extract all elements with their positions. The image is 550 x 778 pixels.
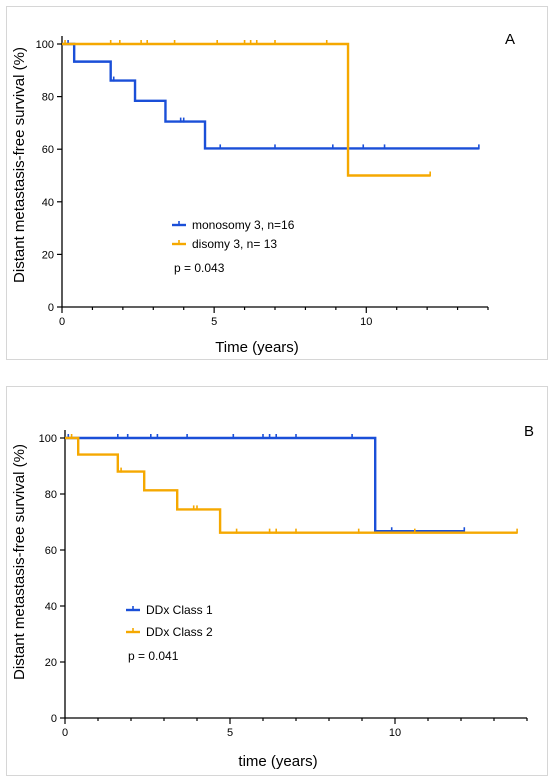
panel-a-x-tick-label: 5 — [211, 316, 217, 328]
panel-b-series-1 — [65, 434, 466, 533]
panel-a-legend-entry-2: disomy 3, n= 13 — [172, 237, 277, 251]
panel-a-series-1-line — [62, 42, 479, 150]
panel-b-legend-label: DDx Class 2 — [146, 625, 213, 639]
panel-b-x-tick-label: 10 — [389, 727, 401, 739]
panel-a-x-tick-label: 0 — [59, 316, 65, 328]
panel-b-frame — [6, 386, 548, 776]
panel-b-y-tick-label: 80 — [45, 489, 57, 501]
panel-a-frame — [6, 6, 548, 360]
panel-b-y-tick-label: 40 — [45, 601, 57, 613]
panel-a-label: A — [505, 31, 515, 48]
panel-b-y-tick-label: 60 — [45, 545, 57, 557]
panel-a-y-tick-label: 0 — [48, 302, 54, 314]
panel-b-series-2 — [65, 434, 518, 534]
panel-a-legend-label: monosomy 3, n=16 — [192, 218, 295, 232]
panel-a-y-tick-label: 80 — [42, 92, 54, 104]
panel-a-y-tick-label: 100 — [36, 39, 54, 51]
panel-a-legend-entry-1: monosomy 3, n=16 — [172, 218, 295, 232]
panel-a-y-tick-label: 60 — [42, 144, 54, 156]
panel-b-x-tick-label: 0 — [62, 727, 68, 739]
panel-b-y-tick-label: 0 — [51, 713, 57, 725]
panel-a-chart: 0 20 40 60 80 100 0 5 10 Time (years) Distant meta… — [11, 31, 515, 356]
panel-a-series-2-line — [62, 42, 431, 177]
panel-b-y-tick-label: 20 — [45, 657, 57, 669]
panel-b-y-tick-label: 100 — [39, 433, 57, 445]
panel-b-legend-label: DDx Class 1 — [146, 603, 213, 617]
panel-a-y-axis-title: Distant metastasis-free survival (%) — [11, 47, 28, 283]
panel-b-series-2-line — [65, 436, 518, 534]
panel-a-y-tick-label: 20 — [42, 249, 54, 261]
panel-b-legend-entry-1: DDx Class 1 — [126, 603, 213, 617]
panel-a-legend-label: disomy 3, n= 13 — [192, 237, 277, 251]
panel-b-y-axis-title: Distant metastasis-free survival (%) — [11, 444, 28, 680]
panel-a-p-value: p = 0.043 — [174, 261, 225, 275]
panel-b-x-axis-title: time (years) — [238, 753, 317, 770]
panel-b-legend-entry-2: DDx Class 2 — [126, 625, 213, 639]
panel-b-p-value: p = 0.041 — [128, 649, 179, 663]
panel-b-label: B — [524, 423, 534, 440]
panel-a-x-tick-label: 10 — [360, 316, 372, 328]
panel-a-x-axis-title: Time (years) — [215, 339, 299, 356]
panel-a-series-2 — [62, 40, 431, 177]
panel-a-series-1 — [62, 40, 480, 150]
panel-b-series-1-line — [65, 436, 465, 533]
panel-b-x-tick-label: 5 — [227, 727, 233, 739]
panel-b-chart: 0 20 40 60 80 100 0 5 10 time (years) Distant meta… — [11, 423, 534, 770]
panel-a-y-tick-label: 40 — [42, 197, 54, 209]
